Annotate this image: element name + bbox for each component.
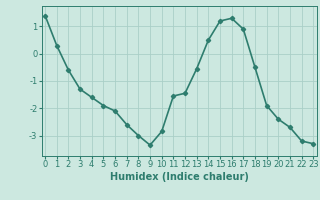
X-axis label: Humidex (Indice chaleur): Humidex (Indice chaleur) bbox=[110, 172, 249, 182]
